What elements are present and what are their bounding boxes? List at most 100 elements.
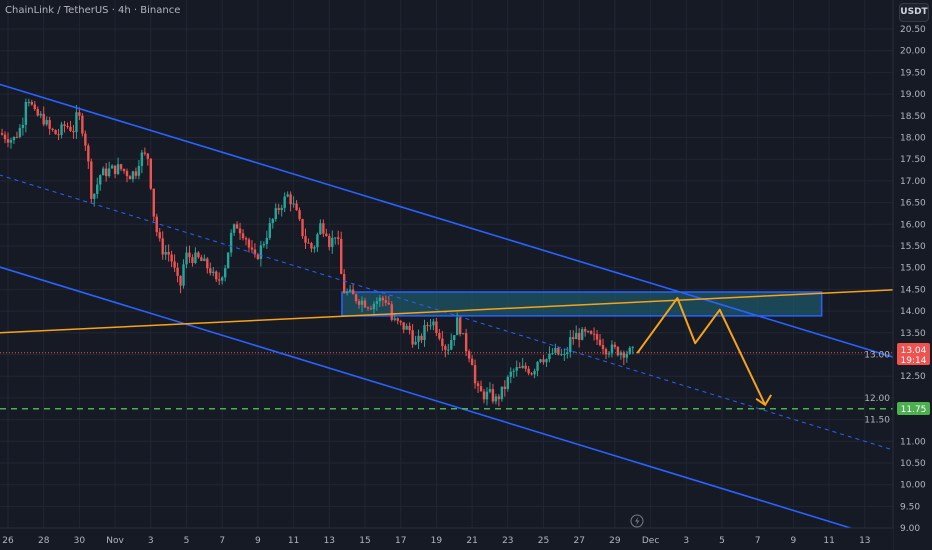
candle [277,208,280,211]
candle [244,238,248,240]
candle [622,352,626,358]
candle [99,175,102,185]
candle [78,112,81,116]
candle [566,352,569,355]
candle [197,252,200,258]
price-axis[interactable] [893,0,932,550]
time-tick-label: 7 [755,536,761,546]
candle [122,168,126,171]
support-price-badge [897,402,930,415]
candle [12,136,16,141]
candle [545,359,548,363]
time-tick-label: 7 [219,536,225,546]
candle [212,271,215,274]
candle [325,233,328,236]
price-tick-label: 18.50 [900,112,926,122]
candle [134,171,138,176]
candle [63,124,66,126]
candle [453,335,456,341]
candle [375,301,379,304]
drawings-back [0,291,893,354]
candle [310,243,313,249]
time-axis[interactable] [0,528,893,550]
lightning-icon[interactable] [630,514,644,528]
candle [378,297,382,302]
candle [194,252,197,263]
candle [176,267,179,276]
candle [209,268,212,274]
channel-mid-line [0,174,894,451]
candle [93,193,96,199]
candle [66,125,69,127]
candle [467,351,471,359]
candle [548,353,551,360]
candle [390,304,393,320]
candle [420,335,423,341]
candle [226,252,230,269]
candle [536,361,539,371]
last-price-badge [897,343,930,365]
candle [447,349,450,351]
candle [342,274,346,294]
candle [619,352,623,356]
candle [51,128,54,131]
candle [188,252,191,258]
channel-lower-line [0,266,857,531]
candle [503,386,507,389]
candle [113,165,117,174]
candle [456,317,459,336]
candles [0,98,634,407]
bar-countdown: 19:14 [901,356,927,366]
candle [402,322,405,330]
candle [39,113,42,116]
candle [595,334,599,340]
price-tick-label: 13.00 [864,351,890,361]
candle [87,145,90,162]
candle [81,115,84,134]
candle [554,347,557,354]
candle [464,333,468,352]
candle [360,300,364,305]
candle [572,337,575,340]
candle [250,247,254,250]
time-tick-label: 19 [431,536,443,546]
candle [328,235,331,248]
candle [229,232,233,253]
candle [533,370,536,375]
candle [551,353,554,355]
symbol-title[interactable]: ChainLink / TetherUS · 4h · Binance [5,5,181,16]
candle [423,325,426,341]
candle [155,216,158,233]
price-tick-label: 11.50 [864,416,890,426]
time-tick-label: 11 [288,536,299,546]
candle [30,101,33,105]
candle [304,236,307,243]
price-tick-label: 12.00 [864,394,890,404]
currency-button[interactable]: USDT [899,3,929,22]
candle [283,196,286,208]
candle [631,346,634,348]
candle [583,329,587,332]
time-tick-label: 9 [255,536,261,546]
candle [580,329,584,340]
candle [21,124,25,128]
candle [218,279,221,281]
candle [381,297,385,301]
candle [512,370,515,372]
candle [119,164,123,169]
price-tick-label: 18.00 [900,134,926,144]
price-tick-label: 15.50 [900,242,926,252]
candle [598,339,602,346]
price-tick-label: 20.00 [900,47,926,57]
candle [530,373,533,375]
candle [238,228,242,234]
candle [625,353,628,358]
candle [33,104,36,110]
candle [316,234,319,248]
candle [589,331,593,334]
candle [334,237,337,239]
time-tick-label: 29 [609,536,621,546]
candle [75,112,78,133]
candle [399,320,402,323]
